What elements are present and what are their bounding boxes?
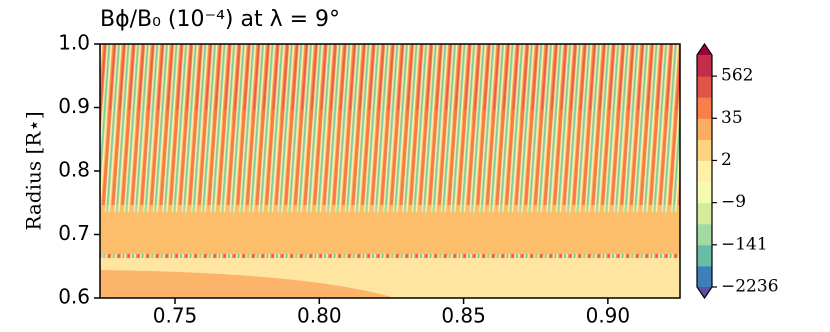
field-lower-region <box>100 270 395 298</box>
y-tick-label: 0.6 <box>58 285 90 309</box>
x-tick-label: 0.80 <box>297 304 342 328</box>
colorbar-band <box>697 244 712 267</box>
colorbar-band <box>697 55 712 77</box>
y-axis-label: Radius [R⋆] <box>22 111 46 230</box>
colorbar-extend-max <box>697 44 712 55</box>
colorbar-tick-label: −141 <box>721 234 768 254</box>
colorbar-band <box>697 265 712 288</box>
colorbar-band <box>697 97 712 119</box>
colorbar-tick-label: 2 <box>721 150 732 170</box>
y-tick-label: 0.8 <box>58 158 90 182</box>
colorbar-band <box>697 223 712 246</box>
field <box>100 44 680 298</box>
colorbar-band <box>697 76 712 98</box>
colorbar-tick-label: −9 <box>721 192 746 212</box>
colorbar-tick-label: 562 <box>721 66 753 86</box>
colorbar-tick-label: −2236 <box>721 277 779 297</box>
colorbar-band <box>697 202 712 225</box>
colorbar-band <box>697 160 712 183</box>
colorbar-band <box>697 181 712 204</box>
field-stripes <box>100 44 680 258</box>
colorbar-tick-label: 35 <box>721 108 743 128</box>
y-tick-label: 0.9 <box>58 94 90 118</box>
y-tick-label: 0.7 <box>58 221 90 245</box>
x-tick-label: 0.75 <box>153 304 198 328</box>
colorbar-band <box>697 118 712 140</box>
y-tick-label: 1.0 <box>58 31 90 55</box>
x-tick-label: 0.90 <box>586 304 631 328</box>
colorbar-band <box>697 139 712 161</box>
chart-title: Bϕ/B₀ (10⁻⁴) at λ = 9° <box>100 7 340 32</box>
x-tick-label: 0.85 <box>441 304 486 328</box>
colorbar-extend-min <box>697 287 712 298</box>
